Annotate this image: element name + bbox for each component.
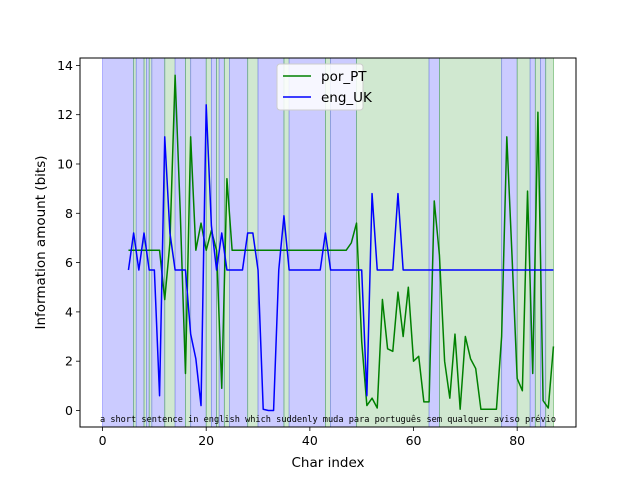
y-tick-label: 10 xyxy=(57,156,73,171)
region-por xyxy=(439,58,503,427)
region-por xyxy=(356,58,430,427)
y-tick-label: 8 xyxy=(65,206,73,221)
y-axis: 0 2 4 6 8 10 12 14 xyxy=(57,58,80,418)
x-tick-label: 60 xyxy=(406,433,422,448)
plot-frame xyxy=(79,57,577,428)
legend-label: por_PT xyxy=(321,69,367,85)
y-tick-label: 12 xyxy=(57,107,73,122)
y-tick-label: 4 xyxy=(65,304,73,319)
region-eng xyxy=(257,58,285,427)
legend: por_PT eng_UK xyxy=(276,63,373,111)
y-tick-label: 2 xyxy=(65,354,73,369)
region-eng xyxy=(288,58,326,427)
region-por xyxy=(545,58,554,427)
region-eng xyxy=(330,58,357,427)
x-tick-label: 80 xyxy=(509,433,525,448)
region-por xyxy=(516,58,531,427)
y-tick-label: 14 xyxy=(57,58,73,73)
x-axis: 0 20 40 60 80 xyxy=(99,427,525,448)
y-axis-label: Information amount (bits) xyxy=(33,156,49,330)
y-tick-label: 0 xyxy=(65,403,73,418)
series-line-por-pt xyxy=(128,74,555,410)
series-line-eng-uk xyxy=(127,104,554,412)
x-tick-label: 0 xyxy=(99,433,107,448)
region-por xyxy=(247,58,259,427)
legend-label: eng_UK xyxy=(321,90,373,106)
sentence-characters: a short sentence in english which sudden… xyxy=(100,414,556,425)
language-regions xyxy=(102,58,554,427)
x-tick-label: 20 xyxy=(198,433,214,448)
region-eng xyxy=(102,58,135,427)
y-tick-label: 6 xyxy=(65,255,73,270)
x-tick-label: 40 xyxy=(302,433,318,448)
x-axis-label: Char index xyxy=(291,455,364,471)
series-lines xyxy=(127,74,555,412)
